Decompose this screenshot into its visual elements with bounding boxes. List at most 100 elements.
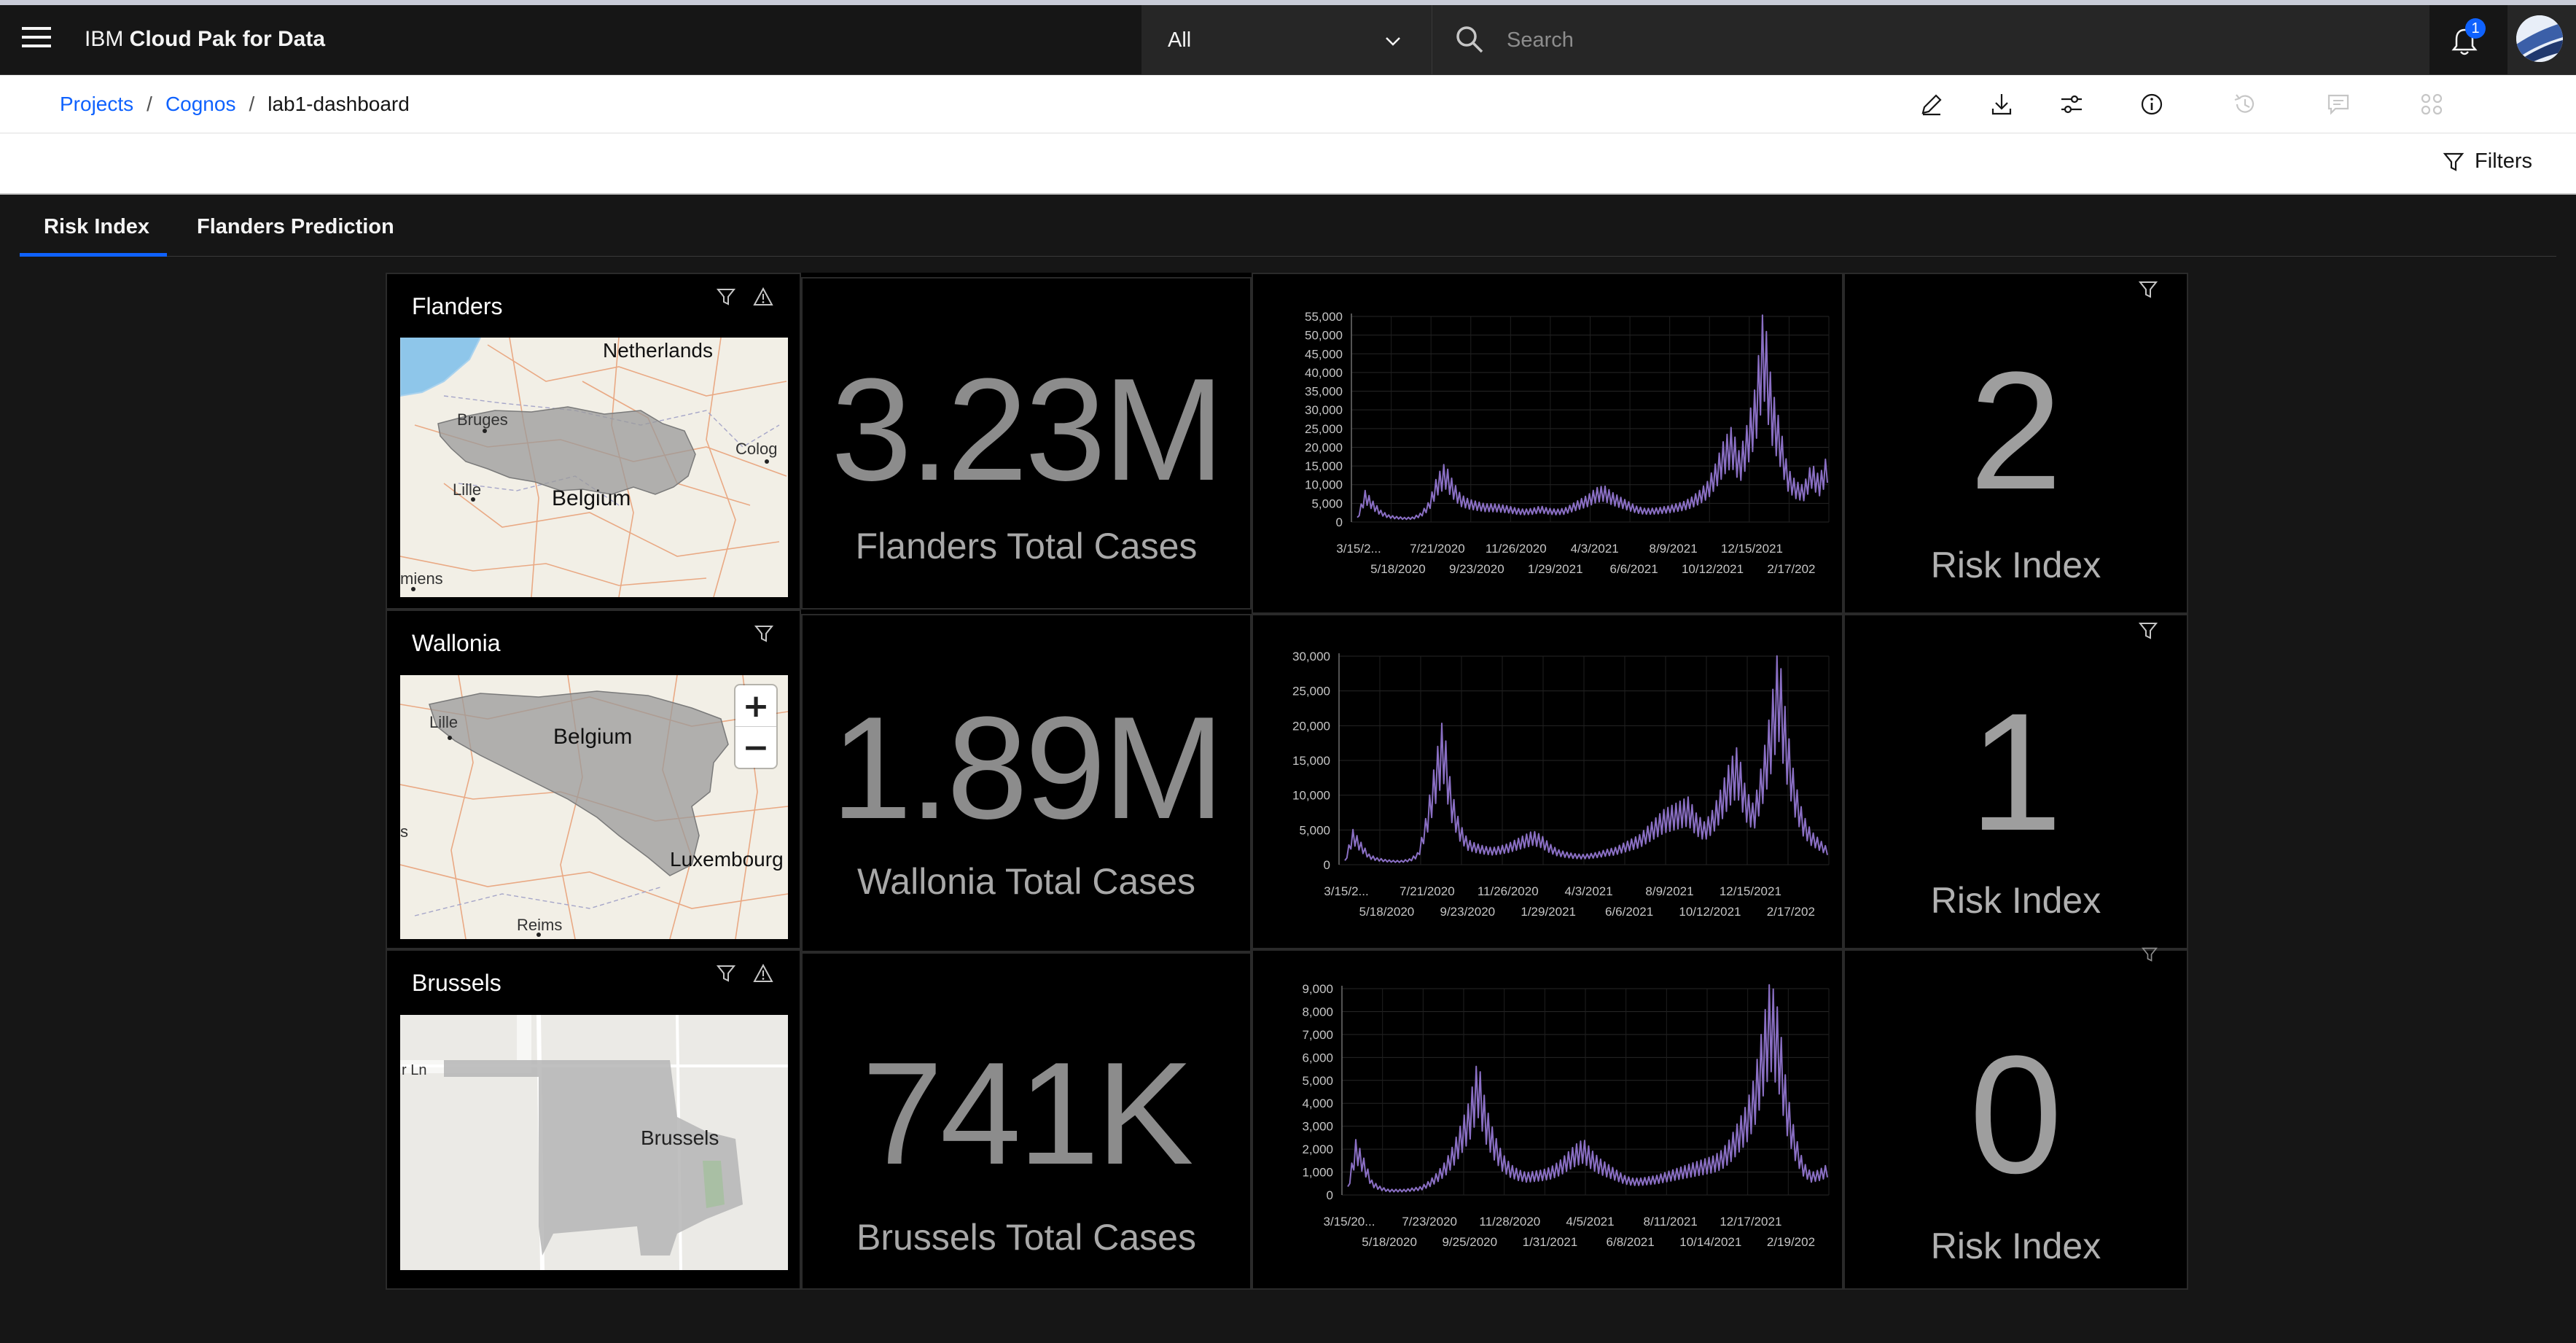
y-tick-label: 7,000 — [1302, 1028, 1333, 1042]
scope-value: All — [1168, 28, 1192, 52]
x-tick-label: 3/15/2... — [1336, 542, 1381, 556]
map-label: Brussels — [641, 1126, 719, 1149]
kpi-value: 741K — [862, 1032, 1193, 1195]
line-chart-flanders[interactable]: 55,000 50,000 45,000 40,000 35,000 30,000 25,0… — [1252, 273, 1843, 614]
edit-icon[interactable] — [1919, 91, 1945, 117]
map-panel-wallonia[interactable]: Wallonia — [386, 610, 801, 949]
warning-icon[interactable] — [753, 964, 773, 983]
map-title: Wallonia — [412, 630, 501, 656]
tab-flanders-prediction[interactable]: Flanders Prediction — [197, 215, 394, 238]
tab-risk-index[interactable]: Risk Index — [44, 215, 150, 238]
series-line — [1357, 314, 1828, 521]
x-tick-label: 12/17/2021 — [1720, 1215, 1781, 1229]
comment-icon — [2327, 94, 2349, 115]
x-tick-label: 11/26/2020 — [1478, 884, 1539, 898]
panel-icons — [754, 624, 773, 643]
x-tick-label: 9/25/2020 — [1442, 1235, 1497, 1249]
y-tick-label: 10,000 — [1292, 789, 1330, 803]
x-tick-label: 12/15/2021 — [1721, 542, 1783, 556]
x-tick-label: 8/9/2021 — [1645, 884, 1693, 898]
x-tick-label: 1/31/2021 — [1523, 1235, 1578, 1249]
map-title: Flanders — [412, 293, 503, 319]
map-label: miens — [400, 569, 443, 588]
notifications-button[interactable]: 1 — [2430, 5, 2505, 74]
kpi-panel-wallonia[interactable]: 1.89M Wallonia Total Cases — [801, 614, 1252, 952]
map-label: r Ln — [402, 1062, 426, 1078]
y-tick-label: 0 — [1327, 1188, 1333, 1202]
notification-badge: 1 — [2465, 18, 2486, 39]
filter-icon[interactable] — [717, 287, 735, 306]
risk-panel-wallonia[interactable]: 1 Risk Index — [1843, 614, 2188, 949]
map-wallonia[interactable]: Lille Belgium Luxembourg s Reims + − — [400, 675, 788, 939]
zoom-in-button[interactable]: + — [735, 685, 776, 727]
map-label: Colog — [735, 440, 777, 458]
scope-dropdown[interactable]: All — [1141, 5, 1432, 74]
chevron-down-icon — [1386, 37, 1400, 46]
x-tick-label: 1/29/2021 — [1528, 562, 1583, 576]
y-tick-label: 50,000 — [1305, 329, 1343, 343]
x-tick-label: 7/21/2020 — [1400, 884, 1455, 898]
x-tick-label: 3/15/20... — [1324, 1215, 1375, 1229]
y-tick-label: 20,000 — [1305, 440, 1343, 454]
menu-icon[interactable] — [22, 27, 51, 53]
x-tick-label: 10/12/2021 — [1682, 562, 1744, 576]
user-avatar-button[interactable] — [2507, 5, 2576, 74]
x-tick-label: 5/18/2020 — [1359, 905, 1415, 919]
search-icon — [1456, 26, 1483, 53]
global-search — [1432, 5, 2429, 74]
x-tick-label: 2/17/202 — [1767, 905, 1815, 919]
settings-adjust-icon[interactable] — [2058, 91, 2085, 117]
filter-icon[interactable] — [754, 624, 773, 643]
y-tick-label: 35,000 — [1305, 385, 1343, 399]
download-icon[interactable] — [1988, 91, 2015, 117]
y-tick-label: 5,000 — [1299, 823, 1330, 837]
filter-icon[interactable] — [717, 964, 735, 983]
filters-bar: Filters — [0, 133, 2576, 195]
x-tick-label: 8/9/2021 — [1649, 542, 1697, 556]
x-tick-label: 2/17/202 — [1767, 562, 1815, 576]
risk-value: 2 — [1969, 337, 2063, 524]
breadcrumb-projects[interactable]: Projects — [60, 93, 134, 115]
apps-icon — [2421, 93, 2443, 115]
filter-icon[interactable] — [2139, 280, 2158, 299]
information-icon[interactable] — [2139, 91, 2165, 117]
map-panel-flanders[interactable]: Flanders — [386, 273, 801, 610]
map-title: Brussels — [412, 970, 501, 996]
y-tick-label: 15,000 — [1305, 459, 1343, 473]
zoom-out-button[interactable]: − — [742, 728, 770, 766]
risk-panel-flanders[interactable]: 2 Risk Index — [1843, 273, 2188, 614]
y-tick-label: 1,000 — [1302, 1166, 1333, 1180]
risk-value: 0 — [1969, 1021, 2063, 1208]
kpi-panel-flanders[interactable]: 3.23M Flanders Total Cases — [801, 277, 1252, 610]
map-label: Lille — [453, 480, 481, 499]
y-tick-label: 5,000 — [1311, 497, 1343, 510]
brand-name: Cloud Pak for Data — [129, 27, 326, 51]
risk-panel-brussels[interactable]: 0 Risk Index — [1843, 946, 2188, 1290]
x-tick-label: 5/18/2020 — [1370, 562, 1426, 576]
map-panel-brussels[interactable]: Brussels r Ln Brussels — [386, 949, 801, 1290]
map-label: Bruges — [457, 410, 508, 429]
map-brussels[interactable]: r Ln Brussels — [400, 1015, 788, 1270]
line-chart-brussels[interactable]: 9,000 8,000 7,000 6,000 5,000 4,000 3,000 2,000… — [1252, 949, 1843, 1290]
filter-icon[interactable] — [2142, 946, 2158, 962]
dashboard-canvas: Flanders — [386, 273, 2188, 1290]
y-tick-label: 20,000 — [1292, 719, 1330, 733]
y-tick-label: 5,000 — [1302, 1074, 1333, 1088]
line-chart-wallonia[interactable]: 30,000 25,000 20,000 15,000 10,000 5,000 0 3/15… — [1252, 614, 1843, 949]
y-tick-label: 25,000 — [1292, 685, 1330, 698]
y-tick-label: 30,000 — [1305, 403, 1343, 417]
y-tick-label: 4,000 — [1302, 1097, 1333, 1110]
search-input[interactable] — [1505, 21, 2383, 59]
x-tick-label: 9/23/2020 — [1440, 905, 1495, 919]
map-flanders[interactable]: Netherlands Bruges Colog Lille Belgium m… — [400, 338, 788, 597]
y-tick-label: 3,000 — [1302, 1120, 1333, 1134]
kpi-panel-brussels[interactable]: 741K Brussels Total Cases — [801, 952, 1252, 1290]
filters-button[interactable]: Filters — [2443, 149, 2532, 174]
breadcrumb-cognos[interactable]: Cognos — [165, 93, 236, 115]
map-label: Reims — [517, 916, 562, 934]
filter-icon[interactable] — [2139, 621, 2158, 640]
series-line — [1344, 655, 1828, 863]
map-label: Belgium — [552, 486, 631, 510]
warning-icon[interactable] — [753, 287, 773, 306]
y-tick-label: 15,000 — [1292, 754, 1330, 768]
